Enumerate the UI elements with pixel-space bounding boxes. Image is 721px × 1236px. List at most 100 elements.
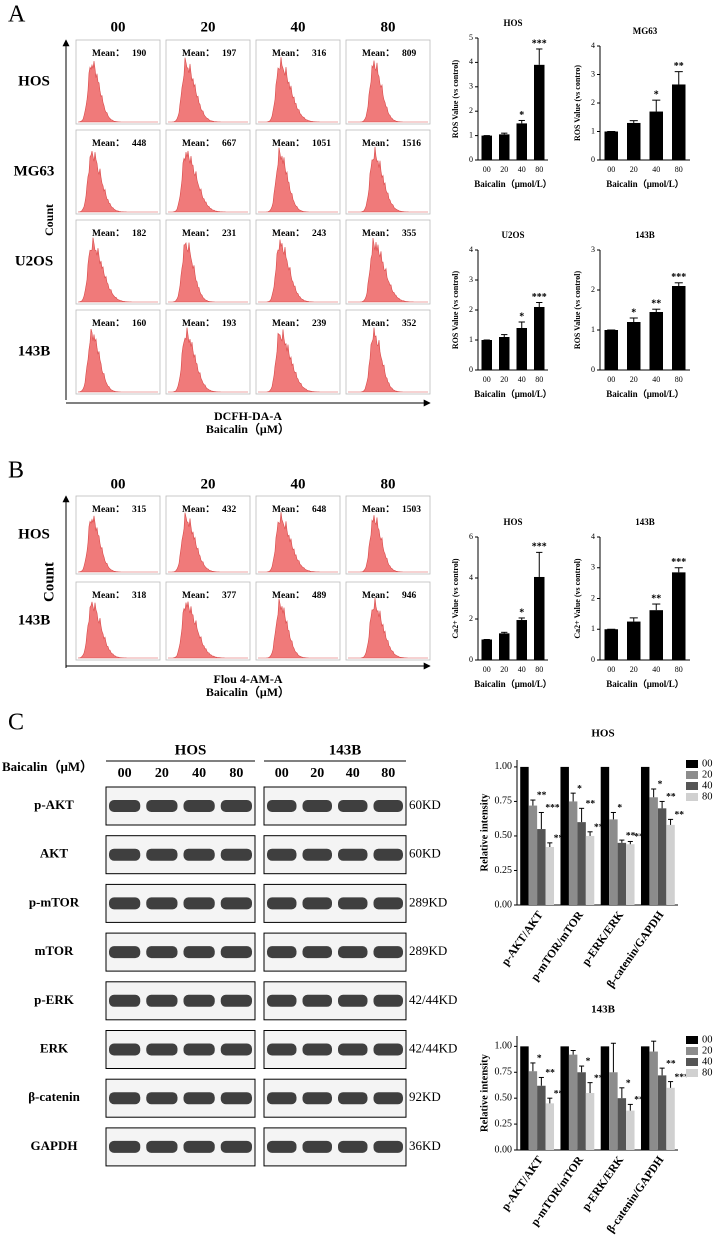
significance: *** — [594, 823, 609, 833]
bar — [499, 337, 510, 370]
bar — [617, 1098, 627, 1150]
mean-value: 239 — [312, 319, 327, 329]
legend-swatch — [686, 771, 698, 779]
blot-band — [146, 848, 178, 861]
blot-band — [373, 1140, 403, 1153]
blot-band — [373, 1092, 403, 1105]
lane-label: 40 — [346, 766, 360, 781]
x-tick-label: 40 — [518, 375, 526, 384]
mean-label: Mean： — [272, 505, 305, 515]
y-tick-label: 0.50 — [495, 1092, 513, 1103]
bar — [600, 1046, 610, 1150]
bar — [604, 131, 618, 160]
mean-value: 1503 — [402, 505, 421, 515]
legend-swatch — [686, 760, 698, 768]
y-tick-label: 0.00 — [495, 899, 513, 910]
y-tick-label: 4 — [591, 41, 595, 50]
bar — [585, 1093, 595, 1150]
chart-title: 143B — [591, 1004, 616, 1016]
bar — [528, 1071, 538, 1150]
bar — [649, 610, 663, 660]
bar — [640, 1046, 650, 1150]
y-tick-label: 0 — [469, 655, 473, 664]
mean-value: 448 — [132, 139, 147, 149]
significance: ** — [675, 811, 685, 821]
y-tick-label: 2 — [591, 98, 595, 107]
mean-value: 489 — [312, 591, 327, 601]
legend-label: 80 — [702, 1067, 713, 1078]
size-label: 92KD — [409, 1089, 441, 1104]
column-label: 40 — [291, 19, 306, 35]
blot-band — [373, 800, 403, 812]
bar — [545, 1103, 555, 1150]
significance: *** — [671, 272, 686, 283]
blot-band — [338, 994, 368, 1007]
blot-band — [183, 800, 215, 812]
mean-value: 352 — [402, 319, 417, 329]
histogram — [348, 597, 428, 659]
significance: ** — [634, 1096, 644, 1106]
blot-band — [220, 994, 252, 1007]
y-tick-label: 1 — [469, 130, 473, 139]
y-tick-label: 1 — [591, 325, 595, 334]
y-tick-label: 1 — [591, 126, 595, 135]
mean-label: Mean： — [272, 319, 305, 329]
legend-swatch — [686, 1047, 698, 1055]
histogram — [168, 327, 248, 393]
mean-label: Mean： — [92, 139, 125, 149]
protein-label: p-AKT — [34, 797, 74, 812]
mean-label: Mean： — [362, 505, 395, 515]
mean-label: Mean： — [92, 505, 125, 515]
blot-band — [302, 800, 332, 812]
mean-label: Mean： — [182, 229, 215, 239]
y-tick-label: 1.00 — [495, 761, 513, 772]
histogram-frame — [345, 309, 431, 395]
y-tick-label: 0.25 — [495, 1118, 513, 1129]
mean-label: Mean： — [362, 591, 395, 601]
y-tick-label: 3 — [591, 245, 595, 254]
y-axis-label: Count — [41, 562, 57, 602]
y-axis-label: ROS Value (vs control) — [573, 271, 582, 350]
lane-label: 40 — [192, 766, 206, 781]
size-label: 60KD — [409, 846, 441, 861]
histogram — [77, 61, 158, 123]
bar — [627, 122, 641, 160]
x-axis-label: Baicalin（μmol/L） — [606, 679, 684, 689]
histogram — [348, 237, 428, 303]
x-axis-label: Baicalin（μmol/L） — [474, 389, 552, 399]
panel-label: A — [8, 2, 26, 28]
histogram — [258, 598, 338, 659]
significance: *** — [532, 292, 547, 303]
blot-band — [109, 1140, 141, 1153]
bar — [577, 1072, 586, 1150]
y-tick-label: 3 — [591, 563, 595, 572]
blot-band — [267, 897, 297, 910]
y-tick-label: 0 — [591, 365, 595, 374]
mean-label: Mean： — [92, 229, 125, 239]
lane-label: 00 — [118, 766, 132, 781]
blot-band — [146, 946, 178, 959]
group-label: 143B — [329, 742, 362, 758]
significance: ** — [666, 1059, 676, 1069]
blot-band — [267, 1043, 297, 1056]
blot-band — [109, 897, 141, 910]
mean-value: 193 — [222, 319, 237, 329]
legend-label: 20 — [702, 1045, 713, 1056]
blot-band — [267, 1092, 297, 1105]
blot-band — [146, 1140, 178, 1153]
protein-label: mTOR — [35, 943, 74, 958]
legend-label: 80 — [702, 791, 713, 802]
significance: ** — [594, 1074, 604, 1084]
significance: * — [631, 307, 636, 318]
significance: ** — [626, 831, 636, 841]
y-tick-label: 1.00 — [495, 1041, 513, 1052]
histogram-frame — [255, 129, 341, 215]
bar — [617, 842, 627, 905]
bar — [568, 1054, 578, 1150]
chart-title: 143B — [635, 230, 655, 240]
blot-band — [302, 1092, 332, 1105]
protein-label: β-catenin — [28, 1089, 80, 1104]
significance: ** — [651, 593, 661, 604]
x-tick-label: p-ERK/ERK — [580, 909, 626, 968]
